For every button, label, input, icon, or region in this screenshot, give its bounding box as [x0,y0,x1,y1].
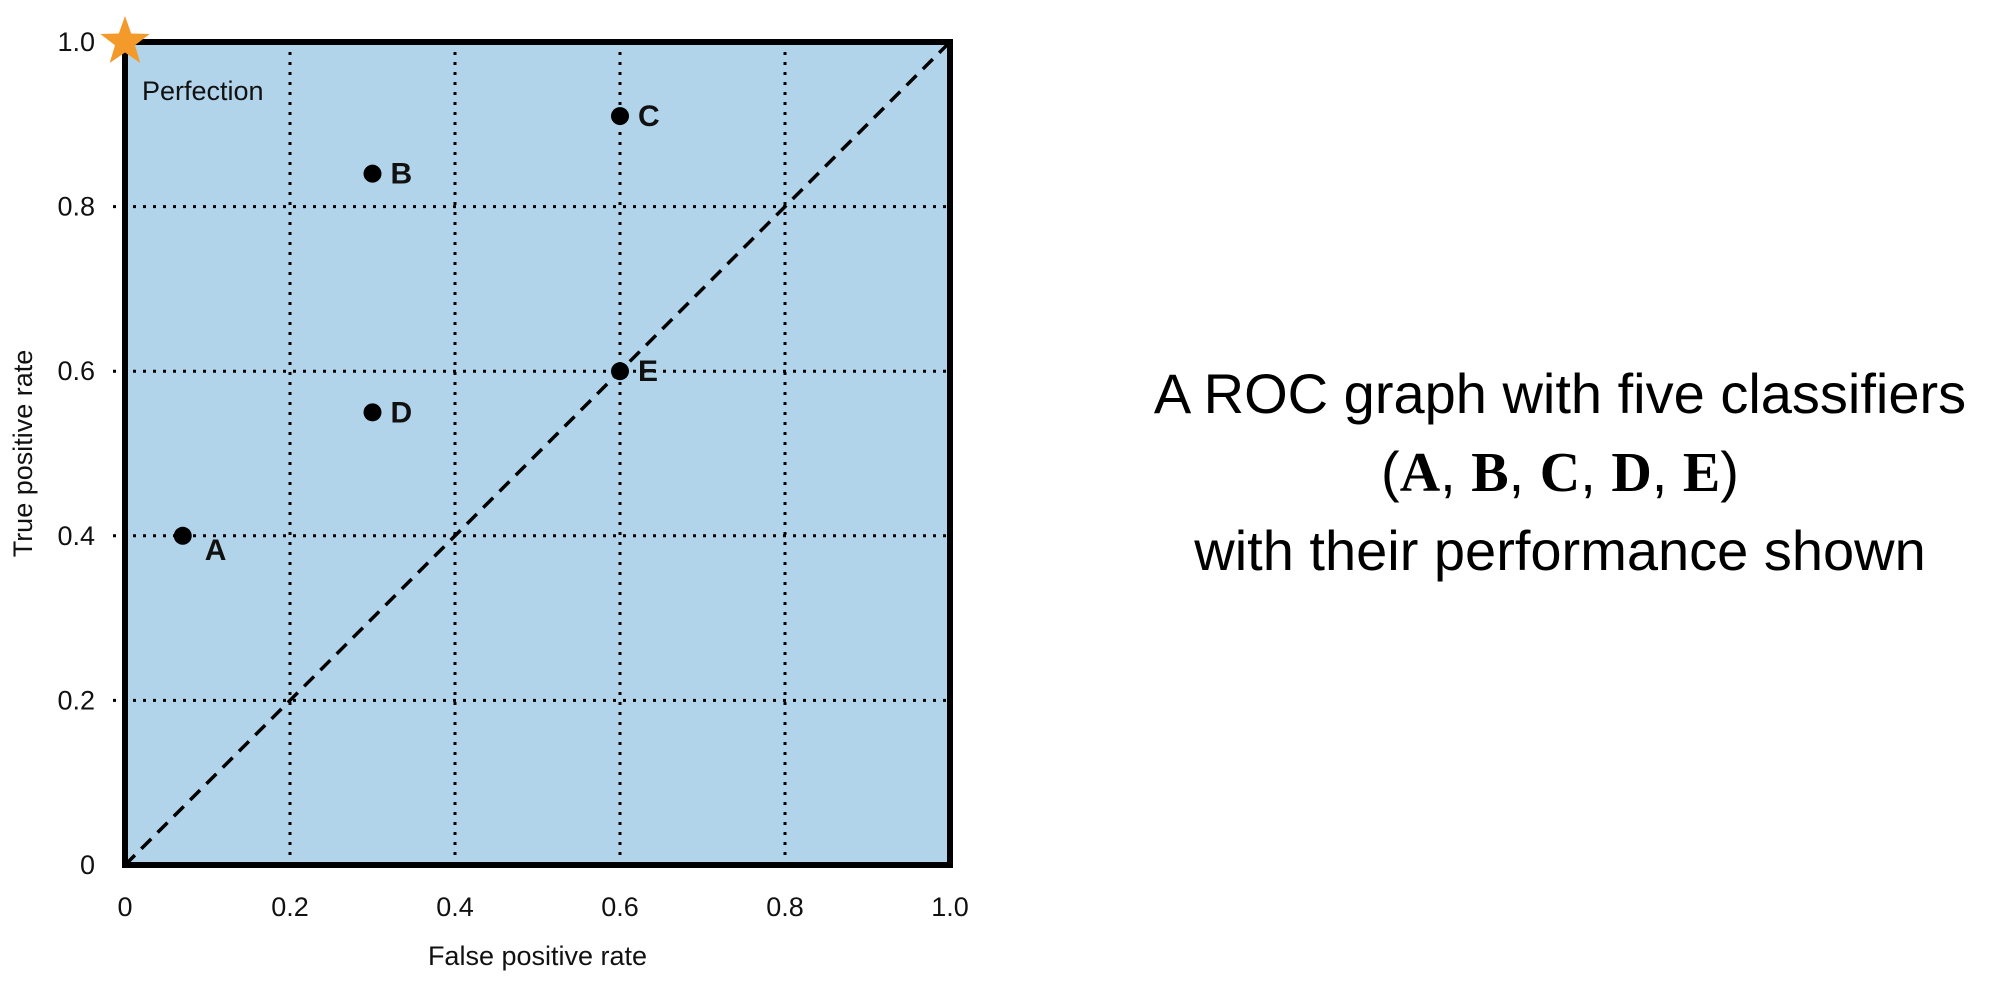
x-tick-label: 0 [117,892,132,922]
caption-separator: , [1651,440,1683,503]
point-label-b: B [391,158,413,191]
classifier-list: A, B, C, D, E [1399,440,1721,504]
point-c [611,107,629,126]
perfection-label: Perfection [142,76,264,106]
plot-frame [122,39,953,868]
y-tick-label: 0.6 [57,356,95,386]
caption-separator: , [1440,440,1472,503]
point-label-a: A [205,534,227,567]
y-axis-title: True positive rate [8,350,38,558]
diagonal-line [123,40,952,867]
point-label-c: C [638,100,660,133]
star-icon [100,16,150,63]
x-axis-title: False positive rate [428,941,647,971]
y-tick-label: 0 [80,850,95,880]
caption-line-3: with their performance shown [1194,519,1926,582]
point-a [173,526,192,545]
y-tick-label: 0.4 [57,521,95,551]
point-label-e: E [638,355,658,388]
grid-lines [113,42,950,865]
point-label-d: D [391,396,413,429]
open-paren: ( [1381,440,1400,503]
caption-classifier: D [1611,442,1652,504]
caption-classifier: E [1682,442,1721,504]
classifier-points: A B C D E [173,100,660,567]
y-tick-label: 0.2 [57,685,95,715]
y-tick-label: 1.0 [57,27,95,57]
x-tick-label: 0.2 [271,892,309,922]
caption-classifier: C [1539,442,1581,504]
caption-line-1: A ROC graph with five classifiers [1153,362,1967,425]
x-tick-label: 0.8 [766,892,804,922]
caption-separator: , [1580,440,1612,503]
caption: A ROC graph with five classifiers (A, B,… [1130,355,1990,590]
caption-separator: , [1508,440,1540,503]
x-tick-label: 0.6 [601,892,639,922]
roc-chart: 0 0.2 0.4 0.6 0.8 1.0 0 0.2 0.4 0.6 0.8 1.0 False … [8,16,969,971]
close-paren: ) [1720,440,1739,503]
caption-line-2: (A, B, C, D, E) [1130,433,1990,512]
point-e [611,362,629,381]
caption-classifier: A [1399,442,1441,504]
annotations: Perfection [100,16,264,106]
point-b [363,164,382,183]
point-d [363,403,382,422]
y-axis-ticks: 0 0.2 0.4 0.6 0.8 1.0 [57,27,95,880]
caption-classifier: B [1471,442,1509,504]
x-tick-label: 1.0 [931,892,969,922]
x-tick-label: 0.4 [436,892,474,922]
y-tick-label: 0.8 [57,192,95,222]
x-axis-ticks: 0 0.2 0.4 0.6 0.8 1.0 [117,892,968,922]
